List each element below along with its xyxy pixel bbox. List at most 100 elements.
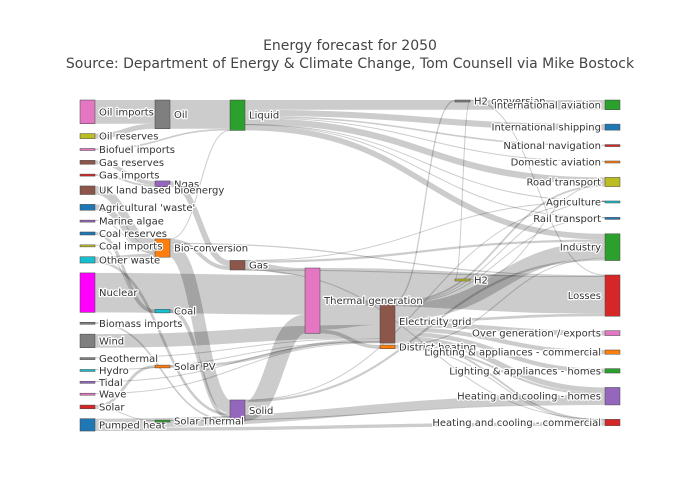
node-label-halo: Rail transport (533, 214, 601, 225)
node-over-generation-exports[interactable] (604, 330, 621, 336)
node-solar-thermal[interactable] (154, 419, 171, 423)
chart-subtitle: Source: Department of Energy & Climate C… (66, 56, 635, 72)
node-label-halo: Gas reserves (99, 158, 164, 169)
node-label-pumped-heat: Pumped heat (99, 420, 166, 431)
sankey-link (394, 241, 606, 320)
sankey-nodes: Agricultural 'waste'Agricultural 'waste'… (79, 95, 621, 433)
node-agricultural-waste[interactable] (79, 204, 96, 211)
node-solar[interactable] (79, 404, 96, 410)
node-label-gas-reserves: Gas reserves (99, 158, 164, 169)
node-biofuel-imports[interactable] (79, 148, 96, 151)
node-marine-algae[interactable] (79, 219, 96, 223)
node-label-halo: Coal (174, 307, 196, 318)
node-national-navigation[interactable] (604, 144, 621, 147)
node-geothermal[interactable] (79, 357, 96, 360)
node-label-halo: Oil imports (99, 107, 154, 118)
node-biomass-imports[interactable] (79, 322, 96, 325)
node-oil[interactable] (154, 99, 171, 130)
node-bio-conversion[interactable] (154, 238, 171, 258)
sankey-link (469, 183, 606, 280)
node-label-halo: Oil reserves (99, 132, 158, 143)
node-heating-and-cooling-commercial[interactable] (604, 419, 621, 426)
node-label-bio-conversion: Bio-conversion (174, 244, 248, 255)
node-coal[interactable] (154, 309, 171, 314)
node-label-halo: Lighting & appliances - homes (449, 366, 601, 377)
node-label-over-generation-exports: Over generation / exports (472, 329, 601, 340)
node-nuclear[interactable] (79, 272, 96, 313)
node-uk-land-based-bioenergy[interactable] (79, 185, 96, 195)
sankey-link (394, 335, 606, 393)
node-label-halo: District heating (399, 342, 476, 353)
node-label-halo: Domestic aviation (511, 157, 601, 168)
sankey-link (394, 345, 606, 395)
node-industry[interactable] (604, 233, 621, 261)
node-other-waste[interactable] (79, 256, 96, 264)
node-international-aviation[interactable] (604, 99, 621, 110)
node-solid[interactable] (229, 399, 246, 422)
node-label-biofuel-imports: Biofuel imports (99, 145, 175, 156)
sankey-link (244, 123, 606, 202)
node-pumped-heat[interactable] (79, 418, 96, 432)
node-hydro[interactable] (79, 369, 96, 372)
sankey-link (244, 200, 606, 401)
sankey-link (94, 185, 156, 248)
sankey-link (169, 242, 606, 277)
node-gas-reserves[interactable] (79, 160, 96, 165)
node-label-halo: Industry (560, 243, 601, 254)
sankey-link (94, 365, 156, 408)
node-label-oil: Oil (174, 110, 187, 121)
node-label-halo: Over generation / exports (472, 329, 601, 340)
node-label-halo: Biofuel imports (99, 145, 175, 156)
sankey-link (94, 260, 231, 416)
node-district-heating[interactable] (379, 344, 396, 349)
node-lighting-appliances-homes[interactable] (604, 368, 621, 374)
sankey-link (319, 268, 606, 314)
node-label-heating-and-cooling-homes: Heating and cooling - homes (457, 392, 601, 403)
node-label-halo: Liquid (249, 111, 279, 122)
sankey-link (94, 219, 156, 254)
node-ngas[interactable] (154, 180, 171, 187)
node-agriculture[interactable] (604, 200, 621, 204)
node-h2[interactable] (454, 278, 471, 282)
node-rail-transport[interactable] (604, 217, 621, 220)
node-label-halo: Solid (249, 406, 273, 417)
node-label-marine-algae: Marine algae (99, 217, 164, 228)
sankey-link (169, 403, 606, 422)
node-label-halo: Biomass imports (99, 319, 182, 330)
sankey-link (394, 184, 606, 304)
node-label-international-aviation: International aviation (494, 100, 601, 111)
node-label-solar: Solar (99, 402, 125, 413)
node-losses[interactable] (604, 274, 621, 317)
node-thermal-generation[interactable] (304, 267, 321, 334)
node-label-thermal-generation: Thermal generation (323, 296, 423, 307)
node-label-halo: Pumped heat (99, 420, 166, 431)
node-oil-reserves[interactable] (79, 133, 96, 139)
node-gas[interactable] (229, 260, 246, 271)
node-label-halo: Gas (249, 261, 268, 272)
node-label-halo: International shipping (492, 123, 602, 134)
node-h2-conversion[interactable] (454, 99, 471, 103)
node-gas-imports[interactable] (79, 173, 96, 177)
node-heating-and-cooling-homes[interactable] (604, 387, 621, 406)
sankey-link (94, 272, 306, 315)
node-tidal[interactable] (79, 381, 96, 384)
node-wind[interactable] (79, 333, 96, 348)
node-international-shipping[interactable] (604, 123, 621, 131)
node-wave[interactable] (79, 392, 96, 396)
node-coal-imports[interactable] (79, 244, 96, 248)
sankey-link (244, 117, 606, 162)
sankey-link (319, 329, 381, 349)
node-liquid[interactable] (229, 99, 246, 131)
node-lighting-appliances-commercial[interactable] (604, 349, 621, 355)
node-label-solid: Solid (249, 406, 273, 417)
node-solar-pv[interactable] (154, 364, 171, 369)
node-coal-reserves[interactable] (79, 231, 96, 236)
node-oil-imports[interactable] (79, 99, 96, 124)
node-road-transport[interactable] (604, 177, 621, 187)
node-label-electricity-grid: Electricity grid (399, 317, 471, 328)
node-electricity-grid[interactable] (379, 299, 396, 344)
sankey-link (394, 347, 606, 423)
node-domestic-aviation[interactable] (604, 160, 621, 164)
node-label-halo: Nuclear (99, 288, 138, 299)
